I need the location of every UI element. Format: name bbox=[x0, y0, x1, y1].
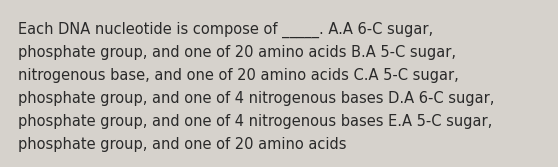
Text: phosphate group, and one of 20 amino acids B.A 5-C sugar,: phosphate group, and one of 20 amino aci… bbox=[18, 45, 456, 60]
Text: nitrogenous base, and one of 20 amino acids C.A 5-C sugar,: nitrogenous base, and one of 20 amino ac… bbox=[18, 68, 459, 83]
Text: phosphate group, and one of 20 amino acids: phosphate group, and one of 20 amino aci… bbox=[18, 137, 347, 152]
Text: phosphate group, and one of 4 nitrogenous bases D.A 6-C sugar,: phosphate group, and one of 4 nitrogenou… bbox=[18, 91, 494, 106]
Text: Each DNA nucleotide is compose of _____. A.A 6-C sugar,: Each DNA nucleotide is compose of _____.… bbox=[18, 22, 433, 38]
Text: phosphate group, and one of 4 nitrogenous bases E.A 5-C sugar,: phosphate group, and one of 4 nitrogenou… bbox=[18, 114, 492, 129]
